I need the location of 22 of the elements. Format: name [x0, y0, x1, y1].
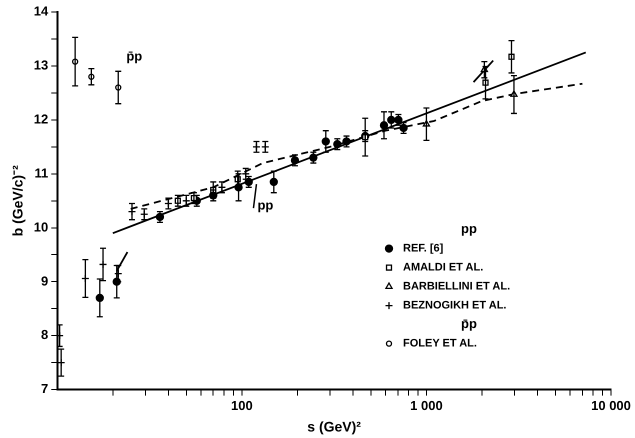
- annotation: p̄p: [126, 48, 142, 64]
- y-tick-label: 12: [34, 111, 48, 126]
- y-tick-label: 10: [34, 219, 48, 234]
- legend-label: BARBIELLINI ET AL.: [403, 280, 510, 293]
- legend-label: BEZNOGIKH ET AL.: [403, 300, 506, 312]
- legend-label: REF. [6]: [403, 242, 444, 255]
- legend-label: FOLEY ET AL.: [403, 338, 477, 350]
- annotation: pp: [461, 221, 477, 236]
- x-tick-label: 100: [230, 398, 253, 413]
- annotation: p̄p: [461, 316, 477, 332]
- x-tick-label: 1 000: [410, 398, 443, 413]
- y-tick-label: 7: [41, 381, 48, 396]
- x-axis-title: s (GeV)²: [307, 418, 362, 434]
- legend-label: AMALDI ET AL.: [403, 262, 484, 274]
- y-tick-label: 14: [34, 4, 50, 19]
- y-tick-label: 13: [34, 58, 48, 73]
- x-tick-label: 10 000: [591, 398, 631, 413]
- annotation: pp: [257, 198, 274, 213]
- y-tick-label: 9: [41, 273, 48, 288]
- y-tick-label: 11: [34, 165, 48, 180]
- y-axis-title: b (GeV/c)⁻²: [9, 164, 26, 236]
- y-tick-label: 8: [41, 327, 48, 342]
